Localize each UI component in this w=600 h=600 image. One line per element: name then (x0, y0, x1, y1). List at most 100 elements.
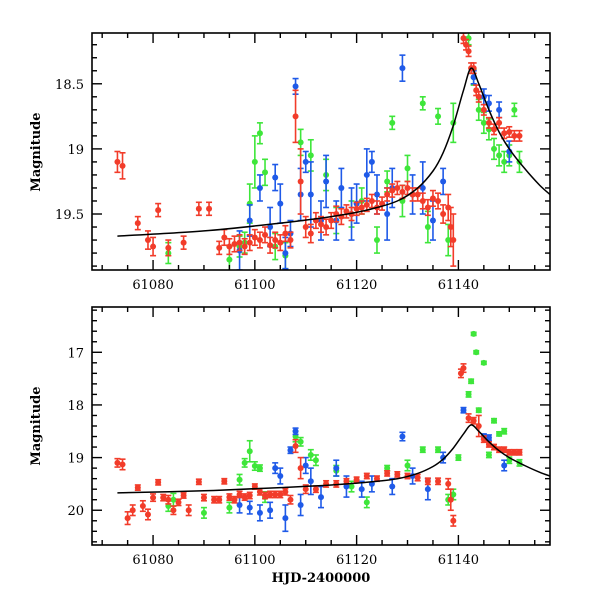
data-marker (491, 126, 498, 133)
data-marker (272, 237, 279, 244)
data-marker (251, 158, 258, 165)
top-red-point (429, 189, 436, 207)
top-blue-point (246, 204, 253, 237)
data-marker (307, 152, 314, 159)
top-blue-point (323, 154, 330, 209)
bottom-red-point (221, 477, 228, 485)
data-marker (297, 501, 304, 508)
top-red-point (450, 213, 457, 267)
data-marker (114, 158, 121, 165)
top-red-point (399, 184, 406, 200)
bottom-red-point (267, 490, 274, 499)
data-marker (384, 178, 391, 185)
data-marker (236, 491, 243, 498)
data-marker (246, 239, 253, 246)
data-marker (292, 428, 299, 435)
data-marker (414, 474, 421, 481)
data-marker (129, 507, 136, 514)
data-marker (465, 415, 472, 422)
data-marker (496, 119, 503, 126)
data-marker (440, 454, 447, 461)
data-marker (318, 494, 324, 501)
top-red-point (511, 129, 518, 142)
top-blue-point (282, 236, 289, 270)
data-marker (226, 243, 233, 250)
top-panel-y-tick-labels: 18.5 19 19.5 (55, 78, 84, 223)
bottom-red-point (465, 413, 472, 424)
bottom-red-point (272, 490, 279, 499)
data-marker (267, 224, 274, 231)
data-marker (241, 494, 248, 501)
top-blue-point (368, 150, 375, 174)
top-red-point (379, 196, 386, 211)
data-marker (353, 205, 360, 212)
data-marker (277, 491, 284, 498)
bottom-blue-point (358, 480, 365, 498)
data-marker (160, 494, 167, 501)
bottom-red-point (129, 504, 136, 517)
data-marker (241, 459, 248, 466)
top-panel-y-axis-label: Magnitude (29, 112, 44, 191)
data-marker (272, 491, 279, 498)
data-marker (485, 119, 492, 126)
data-marker (485, 451, 492, 458)
bottom-red-point (282, 487, 289, 496)
data-marker (307, 230, 314, 237)
top-red-point (485, 116, 492, 129)
data-marker (195, 478, 202, 485)
bottom-red-point (231, 495, 238, 504)
bottom-red-point (236, 490, 243, 499)
top-green-point (501, 150, 508, 174)
data-marker (246, 492, 253, 499)
data-marker (460, 407, 467, 414)
bottom-red-point (516, 448, 523, 456)
top-green-point (262, 158, 269, 187)
data-marker (343, 478, 350, 485)
data-marker (226, 504, 233, 511)
top-red-point (134, 215, 141, 231)
top-red-point (368, 193, 375, 209)
data-marker (144, 511, 151, 518)
data-marker (144, 237, 151, 244)
data-marker (394, 184, 401, 191)
data-marker (282, 250, 289, 257)
top-red-point (318, 215, 324, 234)
data-marker (277, 239, 284, 246)
bottom-panel-x-tick-labels: 61080 61100 61120 61140 (132, 553, 479, 568)
data-marker (511, 106, 518, 113)
top-red-point (150, 236, 157, 257)
top-red-point (221, 228, 228, 247)
bottom-red-point (241, 493, 248, 502)
x-tick-label: 61120 (336, 278, 377, 293)
bottom-blue-point (302, 456, 309, 475)
bottom-red-point (119, 458, 126, 471)
data-marker (221, 234, 228, 241)
data-marker (256, 184, 263, 191)
bottom-blue-point (333, 459, 340, 477)
data-marker (373, 475, 380, 482)
top-red-point (297, 148, 304, 215)
data-marker (200, 494, 207, 501)
data-marker (450, 491, 457, 498)
bottom-red-point (460, 363, 467, 374)
top-red-point (480, 103, 487, 116)
data-marker (236, 501, 243, 508)
bottom-blue-point (277, 467, 284, 485)
bottom-green-point (501, 427, 508, 435)
data-marker (246, 217, 253, 224)
top-green-point (419, 96, 426, 111)
data-marker (447, 496, 454, 503)
data-marker (256, 130, 263, 137)
top-red-point (114, 150, 121, 174)
bottom-red-point (134, 484, 141, 492)
data-marker (501, 158, 508, 165)
bottom-green-point (435, 446, 442, 454)
top-blue-point (496, 101, 503, 119)
data-marker (282, 488, 289, 495)
top-red-point (216, 240, 223, 256)
data-marker (328, 217, 335, 224)
top-red-point (389, 183, 396, 198)
bottom-blue-point (292, 427, 299, 436)
